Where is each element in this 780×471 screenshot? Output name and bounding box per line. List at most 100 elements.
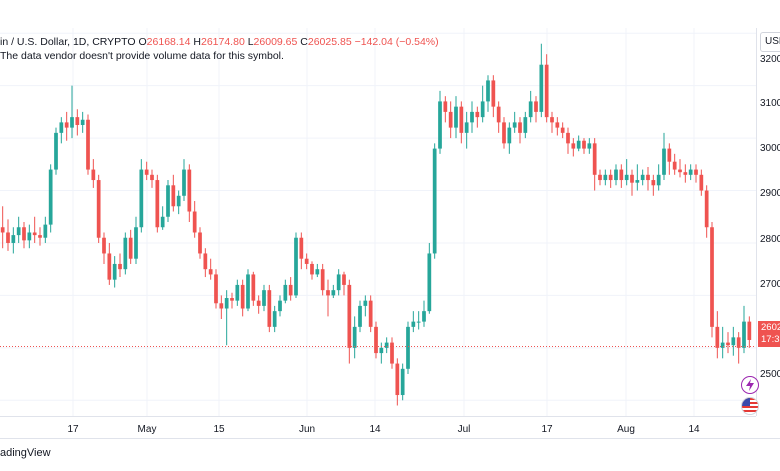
candle-body [48, 169, 53, 225]
candle [80, 111, 85, 133]
candle-body [342, 274, 346, 285]
candle-body [710, 227, 714, 327]
price-axis[interactable] [756, 28, 780, 416]
candle-body [379, 347, 384, 354]
candle-body [587, 143, 592, 149]
candle [635, 164, 640, 191]
candle-body [315, 269, 320, 275]
price-tick-label: 2900 [760, 188, 780, 199]
candle-body [86, 119, 90, 170]
time-axis[interactable] [0, 416, 756, 439]
candle-body [491, 80, 496, 107]
candle-body [304, 258, 309, 264]
candle-body [166, 185, 170, 217]
candle-body [715, 326, 720, 348]
candle-body [299, 237, 304, 259]
candle-body [246, 274, 250, 309]
us-flag-icon[interactable] [741, 397, 759, 415]
candle [731, 326, 736, 356]
candle [219, 295, 224, 319]
candle-body [272, 311, 277, 327]
candle [454, 96, 458, 139]
candle [198, 227, 202, 259]
candle [502, 117, 506, 149]
candle [299, 232, 304, 270]
candle [315, 263, 320, 278]
candle [640, 169, 645, 186]
candle-body [523, 117, 528, 133]
candle-body [395, 363, 400, 396]
candle-body [331, 290, 336, 296]
time-tick-label: 17 [67, 424, 79, 435]
candle [672, 153, 677, 175]
candle [288, 277, 293, 301]
candle [678, 159, 682, 178]
candle [667, 143, 672, 175]
candle-body [326, 290, 330, 296]
candle [160, 206, 165, 230]
candle-body [107, 253, 112, 280]
symbol-name: in / U.S. Dollar, 1D, CRYPTO [0, 36, 136, 48]
candle [102, 232, 106, 264]
currency-button[interactable]: USD [760, 32, 780, 52]
candle-body [699, 174, 704, 191]
candle [166, 180, 170, 222]
candle-body [22, 227, 26, 241]
candle [470, 101, 474, 133]
candle-body [150, 174, 154, 181]
candle [720, 326, 725, 359]
candle [32, 216, 37, 243]
candle [123, 232, 128, 275]
candle-body [43, 224, 48, 238]
candle [406, 321, 410, 375]
candle [603, 169, 608, 186]
candle-body [630, 174, 634, 183]
candle-body [208, 269, 213, 275]
candle [576, 135, 581, 152]
candle [59, 117, 64, 144]
candle [192, 201, 197, 238]
candle-body [635, 180, 640, 183]
candle-body [91, 169, 96, 181]
candle-body [128, 237, 133, 259]
candle [128, 229, 133, 264]
candle [11, 227, 16, 254]
footer [0, 438, 780, 471]
candle [704, 185, 709, 238]
candle-body [283, 284, 288, 301]
candle-body [422, 311, 426, 322]
candle [336, 269, 341, 296]
candle-body [427, 253, 432, 312]
candle-body [267, 290, 272, 327]
candle [448, 101, 453, 139]
candle-body [598, 174, 602, 181]
price-chart[interactable] [0, 28, 756, 416]
candle-body [320, 269, 325, 291]
candle [496, 101, 501, 133]
lightning-icon[interactable] [741, 376, 759, 394]
candle [512, 111, 517, 133]
candle-body [0, 227, 5, 233]
candle-body [614, 169, 618, 181]
candle-body [534, 101, 538, 112]
candle [294, 232, 298, 299]
candle [539, 43, 544, 118]
candle [555, 117, 560, 136]
candle [91, 159, 96, 188]
candle-body [368, 300, 373, 327]
candle-body [688, 169, 693, 175]
candle-body [59, 122, 64, 133]
candle-body [646, 174, 650, 181]
candle [64, 111, 69, 141]
candle [651, 174, 656, 196]
candle-body [512, 122, 517, 128]
candle [395, 358, 400, 406]
candle-body [192, 211, 197, 233]
candle-body [256, 300, 261, 306]
candle-body [432, 148, 437, 254]
candle-body [219, 303, 224, 309]
candle [139, 159, 144, 233]
candle [566, 127, 570, 154]
candle [507, 122, 512, 154]
candle [38, 227, 42, 246]
